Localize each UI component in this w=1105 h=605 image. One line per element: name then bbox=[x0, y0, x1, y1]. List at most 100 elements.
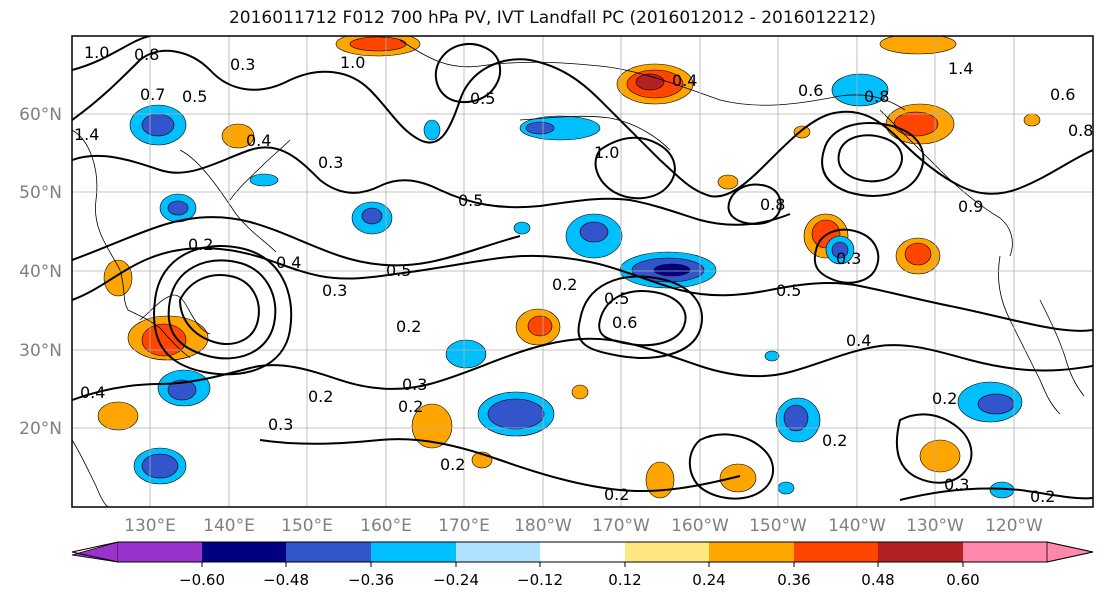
contour-label: 1.0 bbox=[84, 43, 109, 62]
coastline bbox=[998, 255, 1061, 415]
contour-label: 0.4 bbox=[672, 71, 697, 90]
negative-anomaly-blob bbox=[423, 119, 441, 141]
colorbar-bin bbox=[540, 542, 625, 562]
colorbar-tick-label: −0.48 bbox=[263, 571, 309, 589]
coastline bbox=[1039, 299, 1085, 397]
negative-anomaly-blob bbox=[141, 453, 179, 479]
contour-label: 1.4 bbox=[74, 125, 99, 144]
positive-anomaly-blob bbox=[1023, 113, 1041, 127]
colorbar-tick-label: 0.12 bbox=[608, 571, 641, 589]
contour-label: 0.6 bbox=[612, 313, 637, 332]
negative-anomaly-blob bbox=[764, 350, 780, 362]
positive-anomaly-blob bbox=[893, 111, 939, 137]
coastline bbox=[179, 149, 277, 253]
contour-line bbox=[178, 274, 260, 345]
contour-label: 0.3 bbox=[322, 281, 347, 300]
negative-anomaly-blob bbox=[579, 221, 609, 243]
negative-anomaly-blob bbox=[525, 121, 555, 135]
negative-anomaly-blob bbox=[777, 481, 795, 495]
negative-anomaly-blob bbox=[513, 221, 531, 235]
contour-line bbox=[598, 290, 687, 347]
contour-label: 0.6 bbox=[1050, 85, 1075, 104]
contour-line bbox=[72, 36, 151, 71]
contour-label: 0.2 bbox=[398, 397, 423, 416]
contour-line bbox=[688, 433, 774, 500]
contour-line bbox=[821, 122, 925, 197]
contour-line bbox=[727, 183, 782, 225]
contour-label: 0.2 bbox=[396, 317, 421, 336]
contour-label: 0.3 bbox=[318, 153, 343, 172]
lat-tick-label: 20°N bbox=[19, 419, 62, 439]
contour-label: 0.6 bbox=[798, 81, 823, 100]
colorbar: −0.60 −0.48 −0.36 −0.24 −0.12 0.12 0.24 … bbox=[71, 541, 1094, 589]
map-background bbox=[72, 36, 1093, 507]
coastline bbox=[519, 115, 671, 151]
contour-label: 0.3 bbox=[944, 475, 969, 494]
lon-tick-label: 170°E bbox=[438, 516, 490, 536]
negative-anomaly-blob bbox=[977, 393, 1015, 415]
contour-label: 0.3 bbox=[268, 415, 293, 434]
colorbar-bin bbox=[286, 542, 371, 562]
positive-anomaly-blob bbox=[97, 401, 139, 431]
coastline bbox=[229, 139, 291, 201]
contour-label: 0.3 bbox=[402, 375, 427, 394]
colorbar-bin bbox=[878, 542, 963, 562]
contour-label: 0.2 bbox=[604, 485, 629, 504]
lon-tick-label: 140°W bbox=[828, 516, 886, 536]
longitude-axis: 130°E 140°E 150°E 160°E 170°E 180°W 170°… bbox=[124, 516, 1043, 536]
colorbar-tick-label: −0.36 bbox=[348, 571, 394, 589]
positive-anomaly-blob bbox=[919, 439, 961, 473]
colorbar-tick-label: 0.24 bbox=[692, 571, 725, 589]
contour-label: 0.5 bbox=[458, 191, 483, 210]
positive-anomaly-blob bbox=[571, 384, 589, 400]
figure-title: 2016011712 F012 700 hPa PV, IVT Landfall… bbox=[228, 8, 876, 28]
contour-line bbox=[167, 259, 277, 360]
contour-line bbox=[434, 43, 502, 104]
contour-label: 0.8 bbox=[864, 87, 889, 106]
colorbar-bin bbox=[709, 542, 794, 562]
colorbar-tick-label: 0.36 bbox=[777, 571, 810, 589]
positive-anomaly-blob bbox=[645, 461, 675, 499]
colorbar-outline bbox=[71, 541, 1094, 563]
contour-label: 0.5 bbox=[182, 87, 207, 106]
contour-line bbox=[899, 487, 1093, 501]
contour-line bbox=[259, 438, 741, 493]
contour-label: 0.5 bbox=[604, 289, 629, 308]
map-frame bbox=[71, 35, 1094, 508]
colorbar-ticks bbox=[201, 562, 964, 567]
contour-labels: 1.0 0.8 0.3 1.0 0.5 0.7 0.4 0.5 0.6 0.8 … bbox=[74, 43, 1093, 506]
negative-anomaly-blob bbox=[653, 263, 691, 277]
contour-line bbox=[813, 228, 880, 284]
contour-label: 0.2 bbox=[1030, 487, 1055, 506]
contour-label: 0.3 bbox=[836, 249, 861, 268]
colorbar-tick-label: −0.12 bbox=[517, 571, 563, 589]
contour-label: 0.9 bbox=[958, 197, 983, 216]
colorbar-bin bbox=[202, 542, 286, 562]
lon-tick-label: 170°W bbox=[592, 516, 650, 536]
contour-line bbox=[153, 245, 293, 376]
contour-line bbox=[72, 247, 1093, 332]
positive-anomaly-blob bbox=[719, 463, 757, 493]
contour-line bbox=[72, 49, 1093, 198]
contour-label: 0.8 bbox=[134, 45, 159, 64]
contour-label: 1.4 bbox=[948, 59, 973, 78]
positive-anomaly-blob bbox=[411, 403, 453, 449]
lon-tick-label: 160°E bbox=[360, 516, 412, 536]
negative-anomaly-blob bbox=[831, 241, 849, 259]
lon-tick-label: 140°E bbox=[203, 516, 255, 536]
colorbar-extend-high-box bbox=[963, 542, 1047, 562]
lat-tick-label: 60°N bbox=[19, 105, 62, 125]
pv-contours bbox=[72, 36, 1093, 501]
contour-label: 0.4 bbox=[846, 331, 871, 350]
positive-anomaly-blob bbox=[717, 174, 739, 190]
latitude-axis: 60°N 50°N 40°N 30°N 20°N bbox=[19, 105, 62, 439]
contour-label: 0.3 bbox=[230, 55, 255, 74]
colorbar-tick-label: 0.60 bbox=[946, 571, 979, 589]
lon-tick-label: 150°E bbox=[281, 516, 333, 536]
contour-label: 0.8 bbox=[760, 195, 785, 214]
contour-line bbox=[72, 146, 791, 226]
lon-tick-label: 120°W bbox=[985, 516, 1043, 536]
contour-label: 1.0 bbox=[594, 143, 619, 162]
contour-label: 0.2 bbox=[188, 235, 213, 254]
